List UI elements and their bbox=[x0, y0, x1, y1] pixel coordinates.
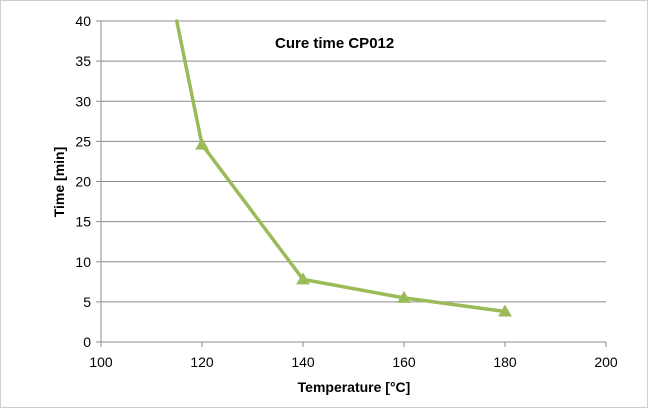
y-tick-label-20: 20 bbox=[75, 174, 91, 190]
x-tick-label-140: 140 bbox=[291, 354, 315, 370]
series-line-0 bbox=[175, 19, 507, 314]
data-point-marker-2 bbox=[296, 272, 310, 285]
x-tick-label-100: 100 bbox=[89, 354, 113, 370]
y-tick-label-40: 40 bbox=[75, 13, 91, 29]
gridlines bbox=[101, 20, 606, 303]
chart-title: Cure time CP012 bbox=[275, 35, 394, 52]
y-tick-label-35: 35 bbox=[75, 53, 91, 69]
axes bbox=[96, 20, 607, 347]
y-tick-label-15: 15 bbox=[75, 214, 91, 230]
x-tick-label-160: 160 bbox=[392, 354, 416, 370]
series-layer bbox=[175, 19, 512, 317]
x-tick-label-200: 200 bbox=[594, 354, 618, 370]
data-point-marker-3 bbox=[397, 290, 411, 303]
x-tick-label-120: 120 bbox=[190, 354, 214, 370]
data-point-marker-4 bbox=[498, 304, 512, 317]
x-axis-title: Temperature [°C] bbox=[298, 379, 411, 395]
x-tick-label-180: 180 bbox=[493, 354, 517, 370]
y-tick-label-5: 5 bbox=[83, 294, 91, 310]
y-tick-label-30: 30 bbox=[75, 93, 91, 109]
y-axis-title: Time [min] bbox=[51, 147, 67, 218]
y-tick-label-25: 25 bbox=[75, 133, 91, 149]
data-point-marker-1 bbox=[195, 137, 209, 150]
y-tick-label-0: 0 bbox=[83, 334, 91, 350]
y-tick-label-10: 10 bbox=[75, 254, 91, 270]
tick-labels: 0 5 10 15 20 25 30 35 40 100 120 140 160 180 200 bbox=[75, 13, 617, 370]
